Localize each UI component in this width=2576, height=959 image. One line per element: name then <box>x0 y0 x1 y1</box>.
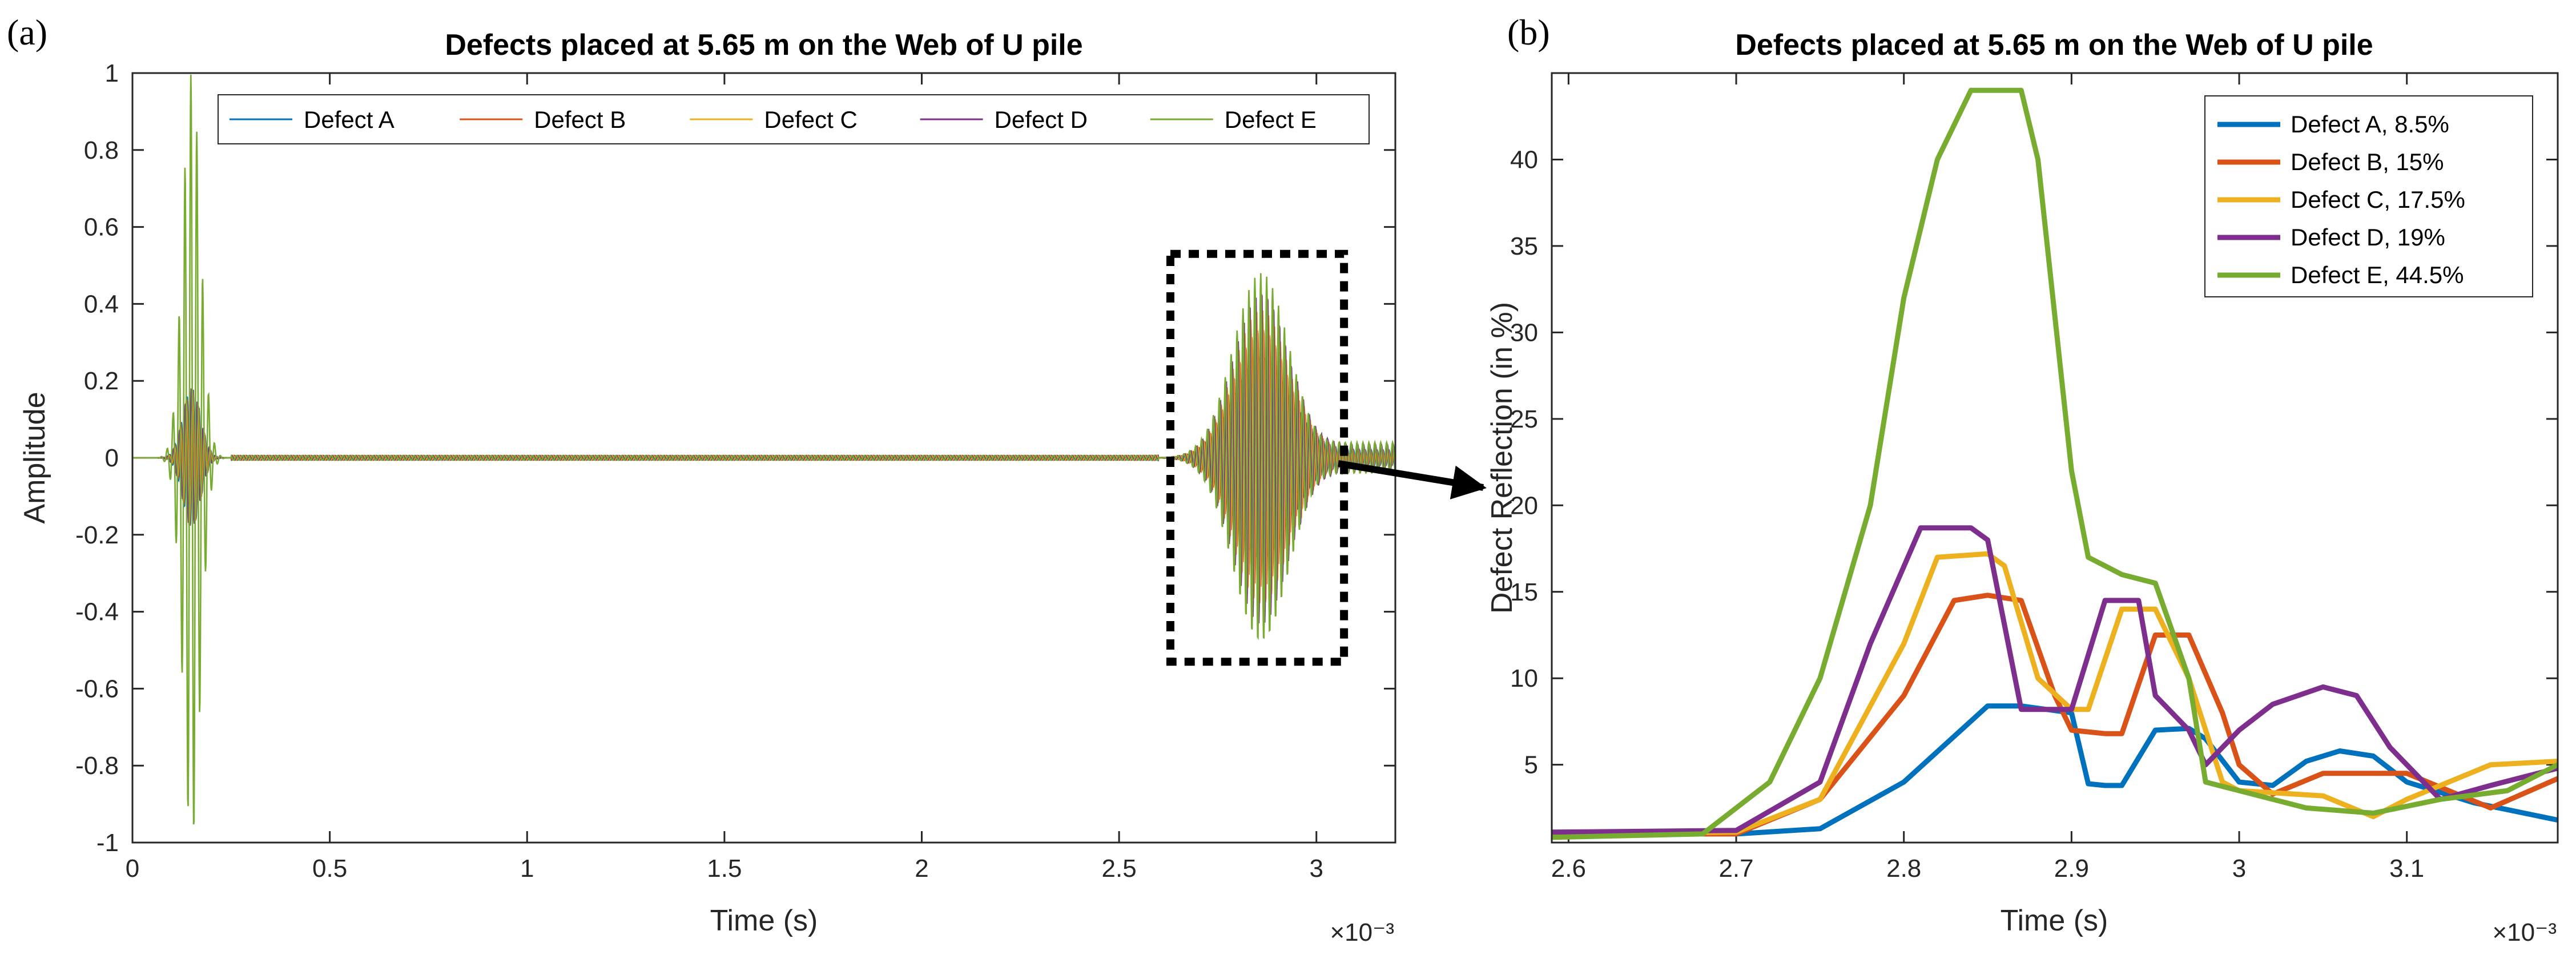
panel-a-label: (a) <box>7 12 47 53</box>
panel-b-chart: (b) Defects placed at 5.65 m on the Web … <box>1486 12 2559 946</box>
legend-label-defect-d: Defect D <box>995 106 1088 133</box>
panel-b-legend-box <box>2204 95 2533 297</box>
panel-a-x-tick-labels: 0 0.5 1 1.5 2 2.5 3 <box>126 855 1323 883</box>
panel-a-title: Defects placed at 5.65 m on the Web of U… <box>445 29 1082 62</box>
x-tick-label: 2.9 <box>2054 855 2089 883</box>
panel-a-y-tick-labels: -1 -0.8 -0.6 -0.4 -0.2 0 0.2 0.4 0.6 0.8 1 <box>75 59 119 857</box>
y-tick-label: 0.4 <box>84 290 119 318</box>
y-tick-label: 0.6 <box>84 213 119 241</box>
legend-label-defect-b: Defect B, 15% <box>2291 148 2444 175</box>
x-tick-label: 0 <box>126 855 139 883</box>
y-tick-label: 40 <box>1510 146 1538 174</box>
y-tick-label: -0.6 <box>75 675 119 703</box>
panel-a-x-label: Time (s) <box>710 904 818 937</box>
x-tick-label: 1.5 <box>707 855 742 883</box>
x-tick-label: 2 <box>915 855 928 883</box>
y-tick-label: -1 <box>96 829 119 857</box>
panel-b-y-label: Defect Reflection (in %) <box>1486 302 1519 614</box>
y-tick-label: -0.2 <box>75 521 119 549</box>
panel-b-label: (b) <box>1507 12 1550 53</box>
panel-a-y-label: Amplitude <box>18 392 51 523</box>
y-tick-label: 10 <box>1510 664 1538 692</box>
x-tick-label: 3 <box>1310 855 1323 883</box>
panel-b-x-label: Time (s) <box>2001 904 2108 937</box>
defect-e-reflection-line <box>1552 87 2558 840</box>
zoom-arrow <box>1338 460 1487 499</box>
legend-label-defect-b: Defect B <box>534 106 626 133</box>
panel-b-x-tick-labels: 2.6 2.7 2.8 2.9 3 3.1 <box>1551 855 2425 883</box>
y-tick-label: 25 <box>1510 405 1538 433</box>
defect-e-waveform <box>132 74 1395 825</box>
legend-label-defect-e: Defect E, 44.5% <box>2291 261 2464 288</box>
y-tick-label: 35 <box>1510 232 1538 260</box>
panel-b-axes-frame <box>1551 72 2559 844</box>
legend-label-defect-c: Defect C <box>764 106 857 133</box>
panel-a-x-exponent: ×10⁻³ <box>1330 918 1394 946</box>
panel-b-legend: Defect A, 8.5% Defect B, 15% Defect C, 17.… <box>2204 95 2533 297</box>
panel-b-y-tick-labels: 5 10 15 20 25 30 35 40 <box>1510 146 1538 779</box>
x-tick-label: 1 <box>520 855 534 883</box>
x-tick-label: 2.7 <box>1718 855 1753 883</box>
x-tick-label: 3.1 <box>2389 855 2424 883</box>
defect-b-reflection-line <box>1552 593 2558 837</box>
x-tick-label: 2.8 <box>1886 855 1921 883</box>
y-tick-label: -0.4 <box>75 598 119 626</box>
panel-a-chart: (a) Defects placed at 5.65 m on the Web … <box>7 12 1487 946</box>
y-tick-label: 5 <box>1524 751 1538 779</box>
x-tick-label: 2.6 <box>1551 855 1586 883</box>
x-tick-label: 2.5 <box>1102 855 1137 883</box>
panel-b-ticks <box>1552 73 2558 843</box>
panel-a-legend: Defect A Defect B Defect C Defect D Defect E <box>218 94 1370 144</box>
legend-label-defect-e: Defect E <box>1225 106 1317 133</box>
legend-label-defect-c: Defect C, 17.5% <box>2291 186 2465 213</box>
defect-d-reflection-line <box>1552 525 2558 835</box>
y-tick-label: 0.8 <box>84 136 119 164</box>
legend-label-defect-a: Defect A <box>304 106 395 133</box>
legend-label-defect-d: Defect D, 19% <box>2291 224 2445 251</box>
y-tick-label: 15 <box>1510 578 1538 606</box>
y-tick-label: 0 <box>105 444 119 472</box>
x-tick-label: 3 <box>2232 855 2246 883</box>
defect-a-reflection-line <box>1552 703 2558 837</box>
y-tick-label: 1 <box>105 59 119 87</box>
defect-echo-highlight-box <box>1166 249 1349 666</box>
y-tick-label: 0.2 <box>84 367 119 395</box>
panel-b-title: Defects placed at 5.65 m on the Web of U… <box>1735 29 2373 62</box>
panel-b-lines <box>1552 87 2558 840</box>
panel-b-x-exponent: ×10⁻³ <box>2492 918 2557 946</box>
legend-label-defect-a: Defect A, 8.5% <box>2291 111 2449 138</box>
y-tick-label: 20 <box>1510 491 1538 519</box>
y-tick-label: 30 <box>1510 319 1538 346</box>
panel-a-lines <box>132 74 1395 825</box>
panel-a-axes-frame <box>131 72 1396 844</box>
x-tick-label: 0.5 <box>312 855 347 883</box>
y-tick-label: -0.8 <box>75 752 119 780</box>
